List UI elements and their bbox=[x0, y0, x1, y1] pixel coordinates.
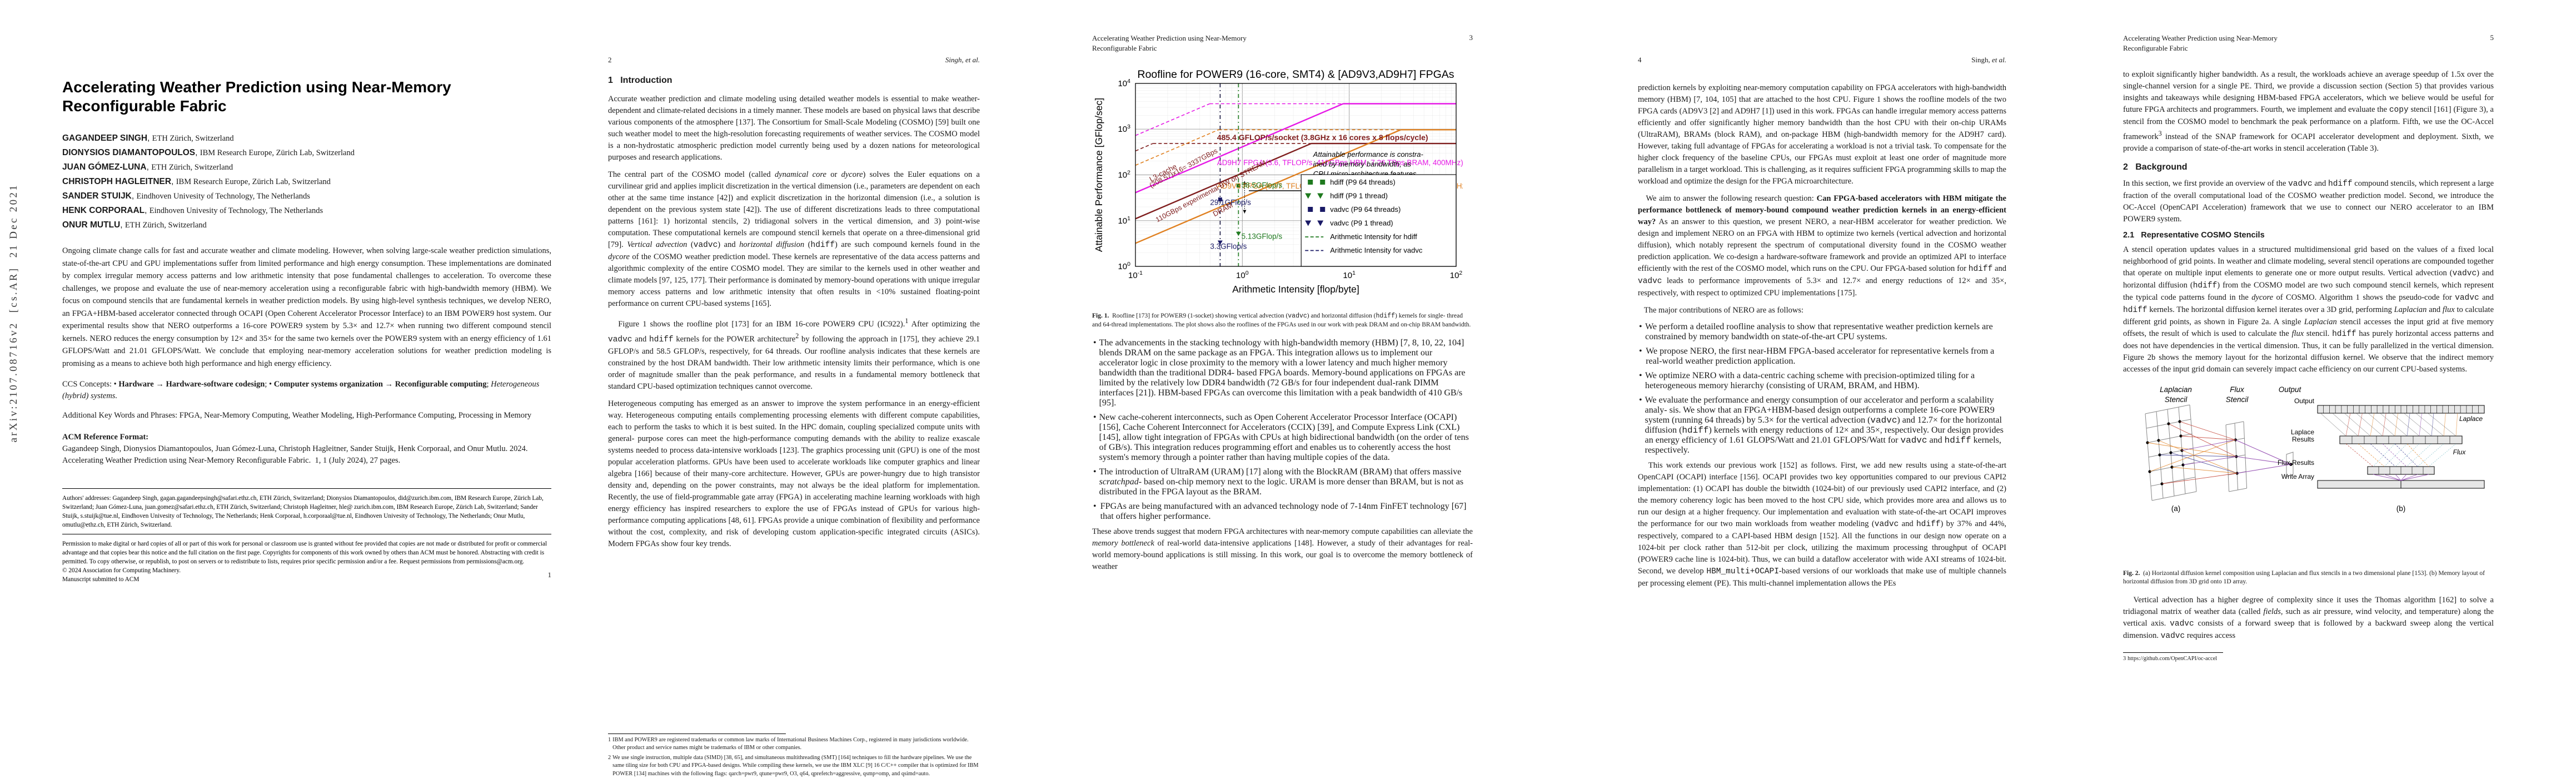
svg-text:Laplace: Laplace bbox=[2459, 415, 2483, 423]
svg-text:vadvc (P9 1 thread): vadvc (P9 1 thread) bbox=[1330, 219, 1393, 227]
svg-text:Arithmetic Intensity [flop/byt: Arithmetic Intensity [flop/byte] bbox=[1232, 284, 1359, 295]
svg-text:ined by memory bandwidth, as: ined by memory bandwidth, as bbox=[1313, 160, 1412, 168]
svg-text:Stencil: Stencil bbox=[2165, 395, 2188, 404]
svg-text:vadvc (P9 64 threads): vadvc (P9 64 threads) bbox=[1330, 205, 1401, 214]
svg-text:(b): (b) bbox=[2396, 504, 2406, 513]
svg-text:Laplacian: Laplacian bbox=[2160, 385, 2192, 394]
svg-text:Write Array: Write Array bbox=[2281, 473, 2314, 480]
svg-text:Laplace: Laplace bbox=[2291, 428, 2314, 436]
svg-text:Flux: Flux bbox=[2230, 385, 2245, 394]
svg-text:Arithmetic Intensity for vadvc: Arithmetic Intensity for vadvc bbox=[1330, 246, 1423, 255]
svg-text:(a): (a) bbox=[2171, 504, 2181, 513]
svg-text:Stencil: Stencil bbox=[2226, 395, 2249, 404]
svg-text:Attainable Performance [GFlop/: Attainable Performance [GFlop/sec] bbox=[1093, 98, 1104, 252]
svg-text:hdiff (P9 64 threads): hdiff (P9 64 threads) bbox=[1330, 178, 1396, 186]
svg-text:58.5GFlop/s: 58.5GFlop/s bbox=[1242, 181, 1283, 190]
svg-text:485.4 GFLOP/s/socket (3.8GHz x: 485.4 GFLOP/s/socket (3.8GHz x 16 cores … bbox=[1217, 133, 1428, 142]
svg-text:Results: Results bbox=[2292, 435, 2314, 443]
svg-text:Output: Output bbox=[2279, 385, 2302, 394]
svg-text:hdiff (P9 1 thread): hdiff (P9 1 thread) bbox=[1330, 192, 1388, 200]
svg-text:Roofline for POWER9 (16-core,: Roofline for POWER9 (16-core, SMT4) & [A… bbox=[1137, 69, 1454, 81]
svg-text:Flux Results: Flux Results bbox=[2278, 459, 2314, 467]
svg-text:Arithmetic Intensity for hdiff: Arithmetic Intensity for hdiff bbox=[1330, 232, 1417, 241]
svg-text:5.13GFlop/s: 5.13GFlop/s bbox=[1242, 232, 1283, 241]
svg-text:3.3GFlop/s: 3.3GFlop/s bbox=[1210, 242, 1247, 251]
svg-text:Output: Output bbox=[2294, 397, 2315, 405]
svg-text:Flux: Flux bbox=[2453, 448, 2467, 456]
svg-text:Attainable performance is cons: Attainable performance is constra- bbox=[1313, 150, 1424, 158]
svg-text:29.1GFlop/s: 29.1GFlop/s bbox=[1210, 199, 1251, 207]
